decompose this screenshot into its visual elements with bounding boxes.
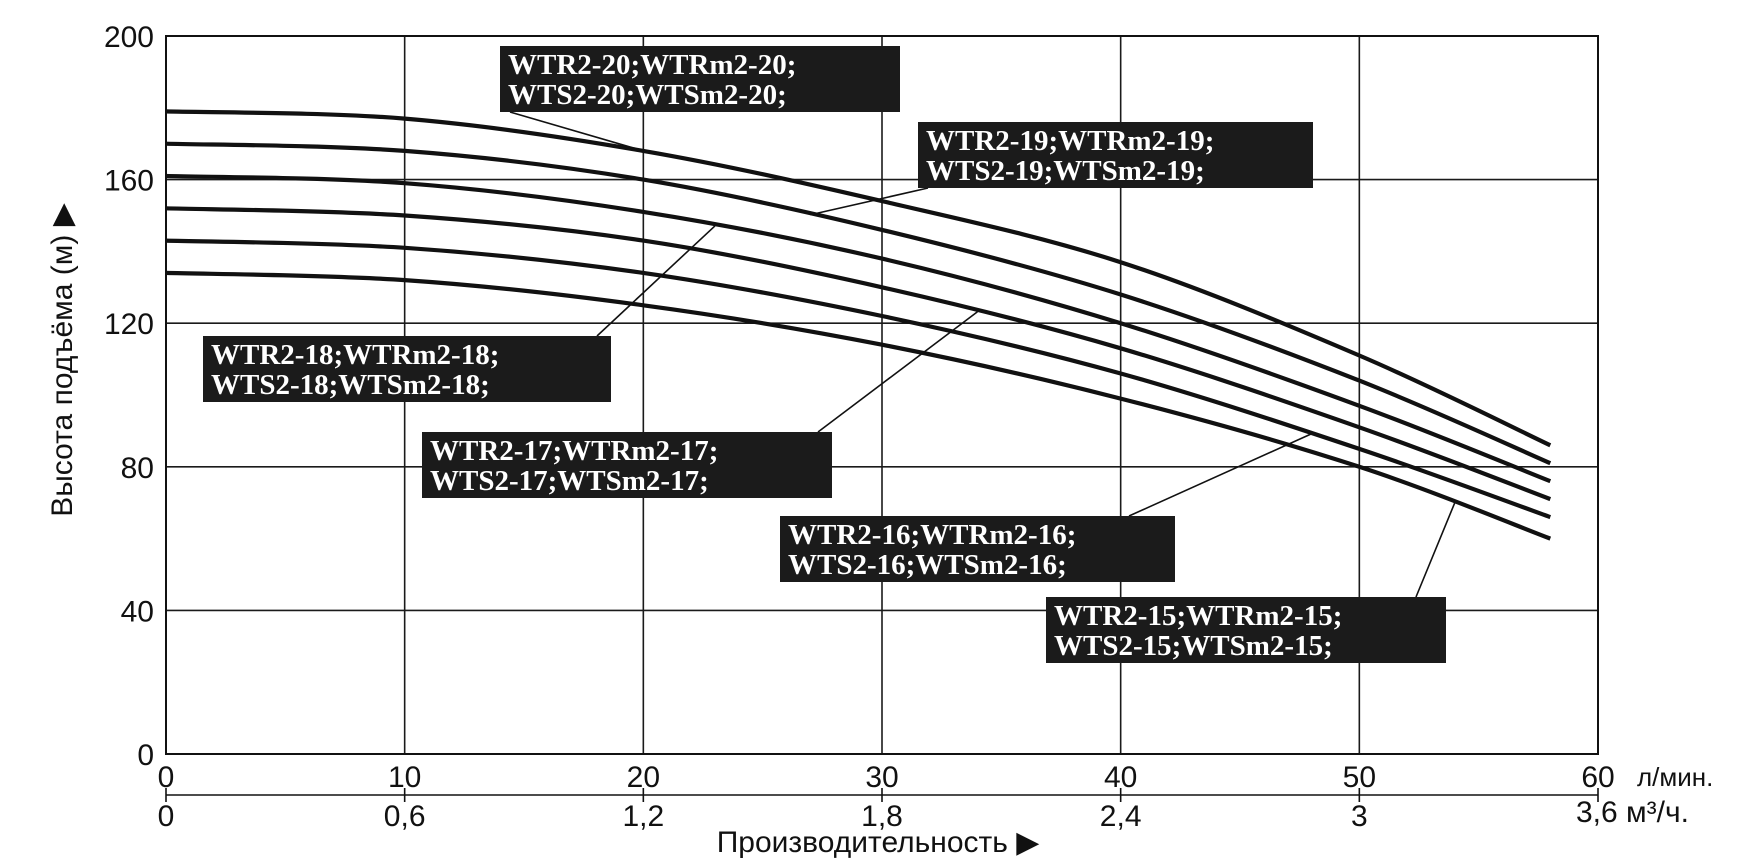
series-label-line2: WTS2-17;WTSm2-17; (430, 465, 709, 497)
series-label-line1: WTR2-20;WTRm2-20; (508, 49, 796, 81)
leader-lines (509, 111, 1456, 598)
series-label-box-2 (918, 122, 1313, 188)
leader-line-series-3 (596, 225, 716, 337)
x-axis-title: Производительность ▶ (717, 826, 1040, 859)
y-tick-label: 80 (121, 452, 154, 485)
series-label-line1: WTR2-16;WTRm2-16; (788, 519, 1076, 551)
x-unit-primary: л/мин. (1637, 762, 1713, 792)
series-label-line2: WTS2-20;WTSm2-20; (508, 79, 787, 111)
y-tick-label: 120 (104, 308, 154, 341)
x-tick-label-secondary: 3 (1351, 800, 1368, 833)
series-label-box-5 (780, 516, 1175, 582)
series-label-box-6 (1046, 597, 1446, 663)
leader-line-series-5 (1128, 433, 1312, 517)
series-label-box-4 (422, 432, 832, 498)
y-tick-label: 40 (121, 595, 154, 628)
curve-series-2 (165, 141, 1552, 466)
y-tick-label: 200 (104, 21, 154, 54)
plot-border (165, 35, 1599, 755)
leader-line-series-6 (1415, 502, 1456, 598)
x-tick-label-secondary: 2,4 (1100, 800, 1142, 833)
curve-series-6 (165, 270, 1552, 541)
x-unit-secondary: 3,6 м³/ч. (1576, 796, 1689, 829)
x-tick-label-primary: 0 (158, 761, 175, 794)
leader-line-series-1 (509, 111, 644, 152)
x-tick-label-secondary: 1,2 (622, 800, 664, 833)
series-label-line1: WTR2-15;WTRm2-15; (1054, 600, 1342, 632)
y-tick-label: 160 (104, 165, 154, 198)
x-tick-label-secondary: 0 (158, 800, 175, 833)
series-label-box-1 (500, 46, 900, 112)
leader-line-series-2 (810, 187, 929, 216)
series-label-box-3 (203, 336, 611, 402)
curves-layer (165, 109, 1552, 541)
series-label-line2: WTS2-15;WTSm2-15; (1054, 630, 1333, 662)
series-labels: WTR2-20;WTRm2-20;WTS2-20;WTSm2-20; WTR2-1… (203, 46, 1446, 663)
curve-series-1 (165, 109, 1552, 448)
curve-series-4 (165, 206, 1552, 502)
x-tick-label-secondary: 0,6 (384, 800, 426, 833)
series-label-line2: WTS2-16;WTSm2-16; (788, 549, 1067, 581)
series-label-line1: WTR2-17;WTRm2-17; (430, 435, 718, 467)
series-label-line2: WTS2-18;WTSm2-18; (211, 369, 490, 401)
y-axis-title: Высота подъёма (м) ▶ (46, 203, 79, 517)
curve-series-3 (165, 173, 1552, 484)
curve-series-5 (165, 238, 1552, 520)
leader-line-series-4 (817, 311, 978, 433)
series-label-line1: WTR2-19;WTRm2-19; (926, 125, 1214, 157)
x-tick-label-secondary: 1,8 (861, 800, 903, 833)
series-label-line2: WTS2-19;WTSm2-19; (926, 155, 1205, 187)
y-tick-label: 0 (137, 739, 154, 772)
series-label-line1: WTR2-18;WTRm2-18; (211, 339, 499, 371)
